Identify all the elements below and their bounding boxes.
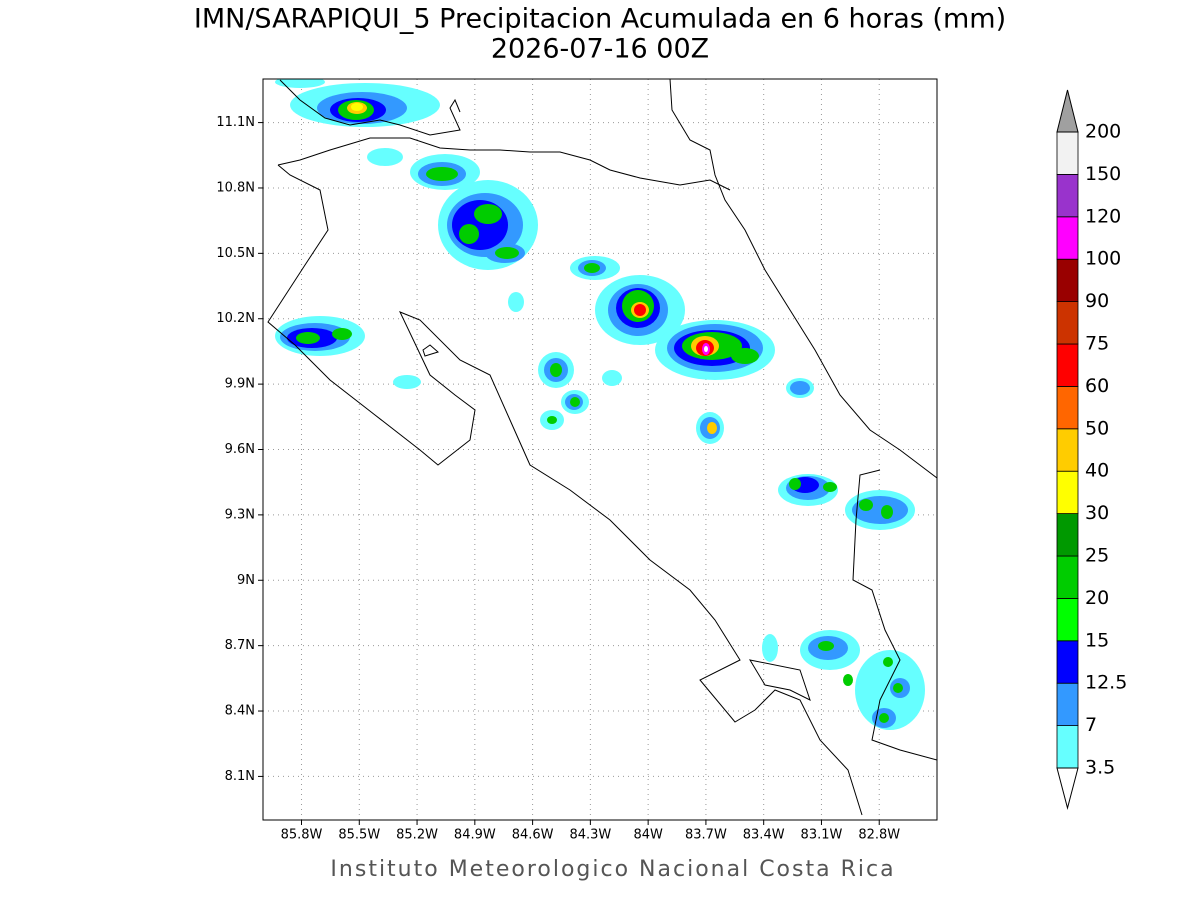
colorbar-box (1056, 598, 1079, 642)
y-tick-label: 9.3N (225, 507, 255, 522)
colorbar-label: 20 (1085, 587, 1109, 609)
colorbar-box (1056, 640, 1079, 684)
precip-12-5 (287, 98, 819, 493)
x-tick-label: 84.3W (569, 828, 611, 843)
colorbar-box (1056, 385, 1079, 430)
x-tick-label: 85.5W (338, 828, 380, 843)
x-tick-label: 85.8W (281, 828, 323, 843)
grid (263, 79, 937, 820)
map-footer: Instituto Meteorologico Nacional Costa R… (330, 857, 895, 882)
precip-30 (351, 103, 363, 111)
precip-20 (296, 100, 903, 723)
colorbar-box (1056, 725, 1079, 769)
y-tick-label: 8.4N (225, 704, 255, 719)
colorbar-label: 60 (1085, 375, 1109, 397)
colorbar-box (1056, 682, 1079, 727)
y-tick-label: 8.7N (225, 638, 255, 653)
x-tick-label: 85.2W (396, 828, 438, 843)
colorbar-box (1056, 173, 1079, 218)
y-tick-label: 9.6N (225, 442, 255, 457)
colorbar-label: 100 (1085, 248, 1121, 270)
precipitation (267, 79, 937, 816)
y-tick-label: 9.9N (225, 377, 255, 392)
colorbar-label: 12.5 (1085, 672, 1127, 694)
colorbar-label: 7 (1085, 714, 1097, 736)
colorbar-label: 50 (1085, 417, 1109, 439)
plot-frame (262, 78, 938, 821)
colorbar-label: 90 (1085, 290, 1109, 312)
colorbar-label: 15 (1085, 629, 1109, 651)
map-subtitle: 2026-07-16 00Z (491, 34, 709, 65)
x-tick-label: 83.4W (743, 828, 785, 843)
precip-3-5 (275, 79, 925, 730)
x-tick-label: 84.6W (512, 828, 554, 843)
colorbar-box (1056, 216, 1079, 260)
y-tick-label: 8.1N (225, 769, 255, 784)
colorbar-label: 25 (1085, 545, 1109, 567)
colorbar-box (1056, 513, 1079, 557)
y-tick-label: 11.1N (216, 115, 255, 130)
coastline (267, 79, 937, 816)
colorbar-label: 120 (1085, 205, 1121, 227)
colorbar-label: 75 (1085, 333, 1109, 355)
precip-150 (704, 346, 708, 352)
colorbar-under (1056, 767, 1079, 810)
colorbar-label: 200 (1085, 121, 1121, 143)
y-tick-label: 10.2N (216, 311, 255, 326)
colorbar-over (1056, 89, 1079, 133)
colorbar-box (1056, 428, 1079, 472)
map-title: IMN/SARAPIQUI_5 Precipitacion Acumulada … (194, 4, 1006, 35)
x-tick-label: 83.1W (801, 828, 843, 843)
y-tick-label: 9N (237, 573, 255, 588)
colorbar-box (1056, 301, 1079, 345)
colorbar-label: 40 (1085, 460, 1109, 482)
x-tick-label: 84W (633, 828, 663, 843)
y-tick-label: 10.8N (216, 180, 255, 195)
colorbar-box (1056, 470, 1079, 515)
x-tick-label: 82.8W (858, 828, 900, 843)
colorbar-box (1056, 555, 1079, 599)
y-tick-label: 10.5N (216, 246, 255, 261)
colorbar-label: 3.5 (1085, 757, 1115, 779)
colorbar-box (1056, 258, 1079, 303)
colorbar: 3.5 7 12.5 15 20 25 30 40 50 60 75 90 100 120 150 200 (1056, 89, 1127, 810)
x-tick-label: 83.7W (685, 828, 727, 843)
colorbar-box (1056, 343, 1079, 387)
colorbar-label: 30 (1085, 502, 1109, 524)
colorbar-label: 150 (1085, 163, 1121, 185)
x-tick-label: 84.9W (454, 828, 496, 843)
colorbar-box (1056, 131, 1079, 175)
